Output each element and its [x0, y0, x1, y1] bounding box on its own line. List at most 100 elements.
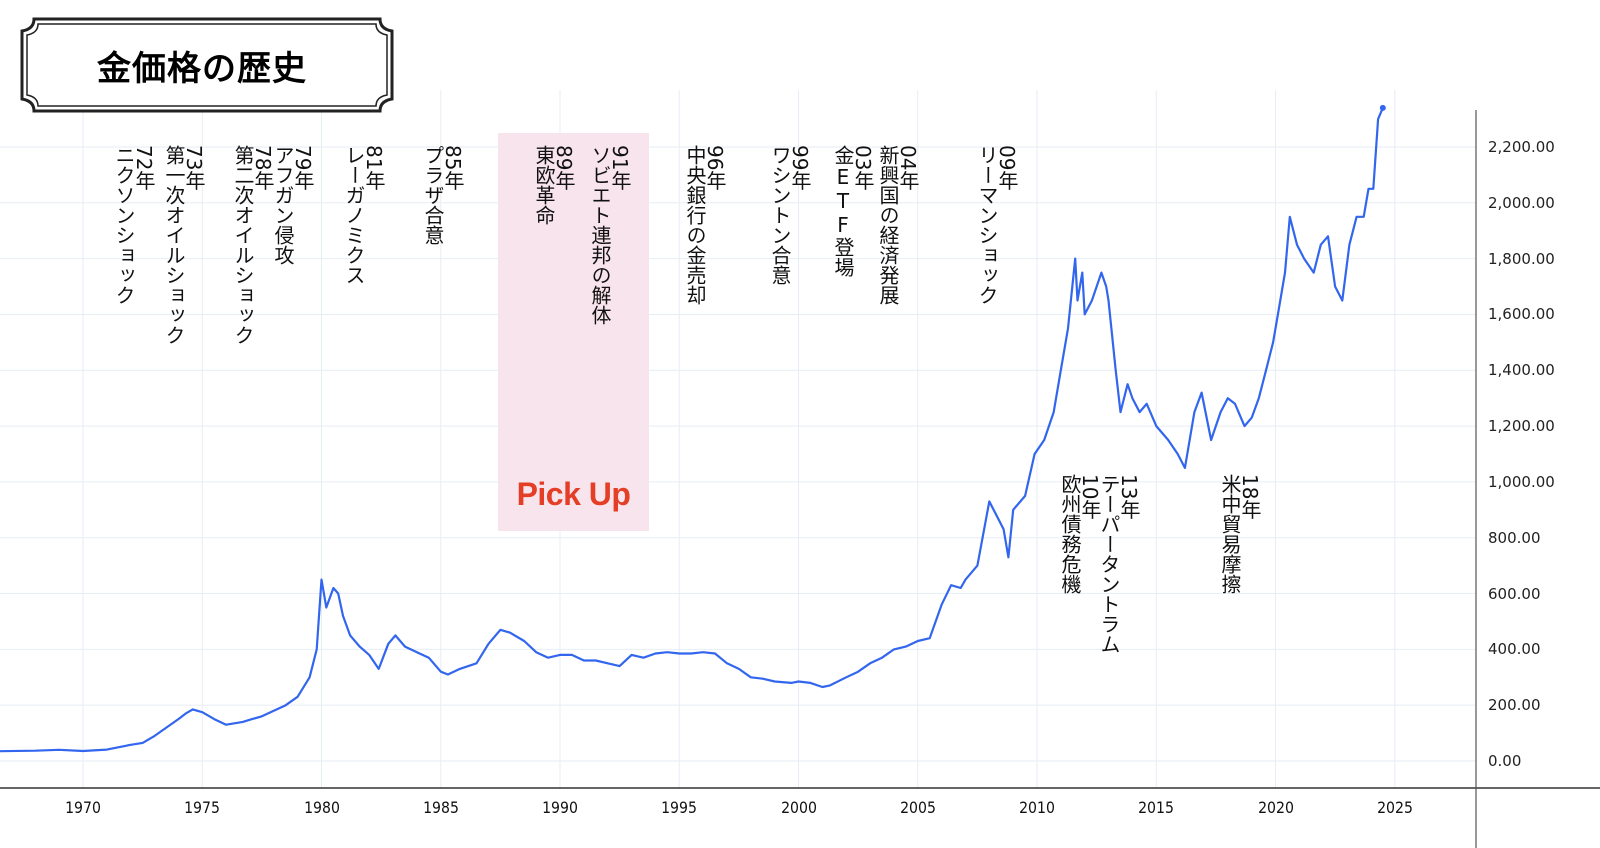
latest-price-marker [1379, 104, 1386, 111]
event-annotation: 10年 欧州債務危機 [1058, 474, 1102, 594]
event-year: 96年 [703, 145, 727, 267]
event-year: 13年 [1117, 474, 1141, 616]
event-year-number: 79 [291, 145, 315, 171]
event-year-suffix: 年 [1238, 499, 1262, 520]
event-year-number: 73 [182, 145, 206, 171]
x-tick-label: 1970 [65, 798, 101, 817]
event-label: 中央銀行の金売却 [683, 145, 707, 305]
y-tick-label: 0.00 [1488, 752, 1522, 770]
event-year-number: 13 [1117, 474, 1141, 500]
page-title: 金価格の歴史 [97, 48, 307, 89]
event-year: 09年 [995, 145, 1019, 267]
event-year: 03年 [851, 145, 875, 239]
event-label: 東欧革命 [532, 145, 556, 225]
x-tick-label: 2010 [1019, 798, 1055, 817]
event-annotation: 03年 金ETF登場 [831, 145, 875, 277]
ornate-frame-icon [20, 17, 394, 113]
event-year-number: 72 [132, 145, 156, 171]
event-year-number: 78 [251, 145, 275, 171]
event-year-suffix: 年 [788, 170, 812, 191]
event-year-number: 96 [703, 145, 727, 171]
event-annotation: 91年 ソビエト連邦の解体 [588, 145, 632, 325]
event-year: 81年 [362, 145, 386, 247]
event-label: リーマンショック [975, 145, 999, 305]
event-year-suffix: 年 [441, 170, 465, 191]
y-tick-label: 800.00 [1488, 528, 1541, 547]
y-tick-label: 1,600.00 [1488, 305, 1555, 324]
event-annotation: 04年 新興国の経済発展 [876, 145, 920, 305]
price-line [0, 107, 1384, 753]
event-year-suffix: 年 [182, 170, 206, 191]
event-year-number: 03 [851, 145, 875, 171]
event-annotation: 89年 東欧革命 [532, 145, 576, 228]
event-annotation: 79年 アフガン侵攻 [271, 145, 315, 265]
x-tick-label: 2000 [780, 798, 817, 817]
event-year: 18年 [1238, 474, 1262, 556]
event-annotation: 73年 第一次オイルショック [162, 145, 206, 345]
event-year-suffix: 年 [362, 170, 386, 191]
x-tick-label: 1975 [184, 798, 221, 817]
event-year-suffix: 年 [1117, 499, 1141, 520]
x-tick-label: 1990 [542, 798, 578, 817]
event-year-number: 81 [362, 145, 386, 171]
event-annotation: 72年 ニクソンショック [112, 145, 156, 305]
y-tick-label: 1,400.00 [1488, 361, 1555, 380]
event-year: 89年 [552, 145, 576, 191]
x-tick-label: 2025 [1376, 798, 1413, 817]
pickup-label: Pick Up [516, 476, 631, 512]
x-tick-label: 1995 [661, 798, 698, 817]
event-year-suffix: 年 [291, 170, 315, 191]
event-label: レーガノミクス [342, 145, 366, 285]
y-tick-label: 400.00 [1488, 640, 1541, 659]
title-frame: 金価格の歴史 [20, 17, 394, 113]
event-annotation: 09年 リーマンショック [975, 145, 1019, 305]
event-year: 72年 [132, 145, 156, 267]
x-tick-label: 2005 [899, 798, 936, 817]
event-year-number: 89 [552, 145, 576, 171]
y-tick-label: 1,200.00 [1488, 417, 1555, 436]
event-year-suffix: 年 [552, 170, 576, 191]
x-tick-label: 1980 [303, 798, 340, 817]
event-label: ニクソンショック [112, 145, 136, 305]
event-year-suffix: 年 [896, 170, 920, 191]
event-label: アフガン侵攻 [271, 145, 295, 265]
event-year-suffix: 年 [703, 170, 727, 191]
event-year-suffix: 年 [995, 170, 1019, 191]
y-tick-label: 1,800.00 [1488, 249, 1555, 268]
event-annotation: 85年 プラザ合意 [421, 145, 465, 245]
event-annotation: 96年 中央銀行の金売却 [683, 145, 727, 305]
event-year-suffix: 年 [251, 170, 275, 191]
event-year: 99年 [788, 145, 812, 247]
event-label: 欧州債務危機 [1058, 474, 1082, 594]
y-tick-label: 200.00 [1488, 696, 1541, 715]
x-tick-label: 1985 [422, 798, 459, 817]
x-tick-label: 2015 [1138, 798, 1175, 817]
event-annotation: 81年 レーガノミクス [342, 145, 386, 285]
event-year-number: 10 [1078, 474, 1102, 500]
event-year-number: 18 [1238, 474, 1262, 500]
event-year: 85年 [441, 145, 465, 207]
y-tick-label: 2,000.00 [1488, 193, 1555, 212]
event-year-suffix: 年 [132, 170, 156, 191]
event-year: 91年 [608, 145, 632, 287]
event-label: 新興国の経済発展 [876, 145, 900, 305]
y-tick-label: 600.00 [1488, 584, 1541, 603]
event-year-number: 04 [896, 145, 920, 171]
event-annotation: 78年 第二次オイルショック [231, 145, 275, 345]
event-label: ワシントン合意 [768, 145, 792, 285]
y-tick-label: 1,000.00 [1488, 472, 1555, 491]
event-label: プラザ合意 [421, 145, 445, 245]
event-annotation: 13年 テーパータントラム [1097, 474, 1141, 654]
event-year: 10年 [1078, 474, 1102, 556]
event-year-number: 85 [441, 145, 465, 171]
event-label: 第一次オイルショック [162, 145, 186, 345]
event-year: 73年 [182, 145, 206, 307]
event-year-number: 09 [995, 145, 1019, 171]
event-label: 米中貿易摩擦 [1218, 474, 1242, 594]
event-label: テーパータントラム [1097, 474, 1121, 654]
chart-grid [0, 90, 1476, 788]
event-annotation: 99年 ワシントン合意 [768, 145, 812, 285]
event-annotation: 18年 米中貿易摩擦 [1218, 474, 1262, 594]
event-year: 79年 [291, 145, 315, 227]
